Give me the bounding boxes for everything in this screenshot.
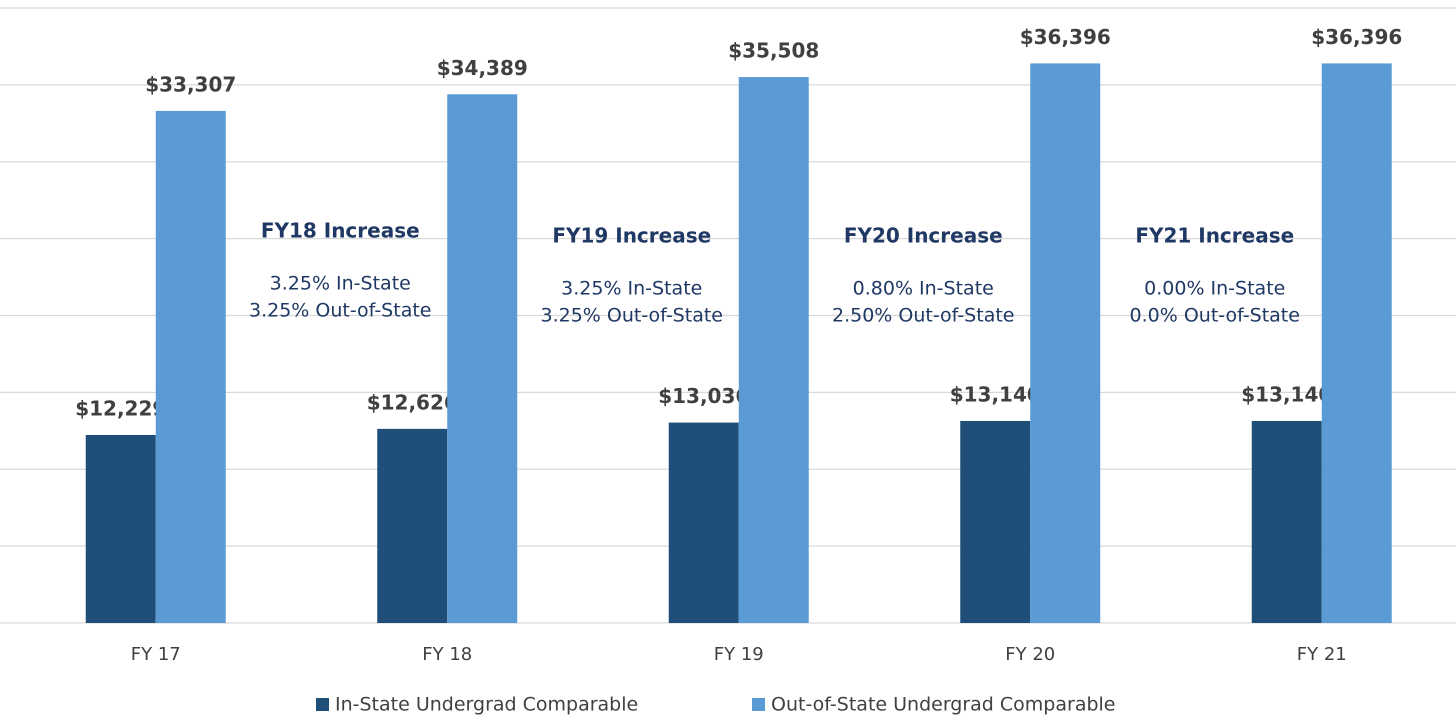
value-label: $13,036 <box>658 384 749 408</box>
bar <box>960 420 1031 623</box>
bar <box>85 434 156 623</box>
annotation-text: 0.0% Out-of-State <box>1130 305 1300 327</box>
legend-swatch <box>316 698 329 711</box>
x-tick-label: FY 20 <box>1005 644 1055 665</box>
value-label: $13,140 <box>950 382 1041 406</box>
x-tick-label: FY 21 <box>1297 644 1347 665</box>
annotation-title: FY20 Increase <box>844 224 1003 248</box>
x-tick-label: FY 18 <box>422 644 472 665</box>
value-label: $12,626 <box>367 390 458 414</box>
annotation-text: 3.25% Out-of-State <box>541 305 723 327</box>
annotation-text: 3.25% In-State <box>561 278 702 300</box>
value-label: $12,229 <box>75 396 166 420</box>
annotation-text: 2.50% Out-of-State <box>832 305 1014 327</box>
value-label: $33,307 <box>145 72 236 96</box>
value-label: $34,389 <box>437 56 528 80</box>
bar <box>1321 63 1392 623</box>
annotation-text: 3.25% Out-of-State <box>249 300 431 322</box>
x-tick-label: FY 17 <box>131 644 181 665</box>
value-label: $36,396 <box>1311 25 1402 49</box>
bar <box>377 428 448 623</box>
annotation-title: FY19 Increase <box>552 224 711 248</box>
bar <box>1030 63 1101 623</box>
bar <box>738 77 809 623</box>
legend-label: In-State Undergrad Comparable <box>335 694 638 716</box>
bar <box>668 422 739 623</box>
annotation-text: 3.25% In-State <box>270 273 411 295</box>
bar <box>1251 420 1322 623</box>
x-tick-label: FY 19 <box>714 644 764 665</box>
annotation-text: 0.80% In-State <box>853 278 994 300</box>
bar <box>447 94 518 624</box>
legend-label: Out-of-State Undergrad Comparable <box>771 694 1116 716</box>
value-label: $36,396 <box>1020 25 1111 49</box>
annotation-title: FY21 Increase <box>1135 224 1294 248</box>
annotation-title: FY18 Increase <box>261 219 420 243</box>
annotation-text: 0.00% In-State <box>1144 278 1285 300</box>
value-label: $35,508 <box>728 39 819 63</box>
legend-swatch <box>752 698 765 711</box>
bar <box>155 110 226 623</box>
value-label: $13,140 <box>1241 382 1332 406</box>
